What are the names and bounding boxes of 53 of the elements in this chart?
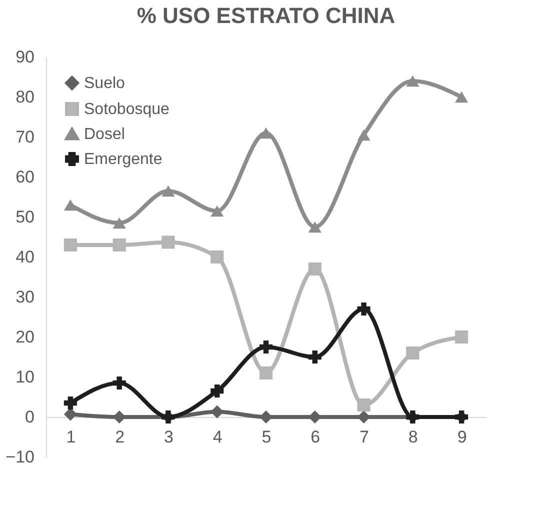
point bbox=[455, 330, 468, 344]
x-tick-label: 5 bbox=[262, 428, 272, 446]
point bbox=[259, 340, 273, 354]
point bbox=[64, 408, 77, 421]
legend-label: Dosel bbox=[84, 126, 125, 143]
point bbox=[162, 236, 175, 249]
y-tick-label: 50 bbox=[16, 208, 34, 226]
x-tick-label: 9 bbox=[457, 428, 467, 446]
point bbox=[112, 217, 126, 229]
legend-label: Suelo bbox=[84, 75, 126, 92]
y-tick-label: 40 bbox=[16, 248, 34, 266]
point bbox=[308, 221, 322, 233]
legend-label: Sotobosque bbox=[84, 101, 170, 118]
point bbox=[259, 127, 273, 139]
chart-title: % USO ESTRATO CHINA bbox=[136, 3, 396, 28]
point bbox=[357, 410, 370, 424]
point bbox=[210, 405, 224, 418]
point bbox=[210, 384, 224, 398]
point bbox=[406, 75, 420, 87]
x-tick-label: 1 bbox=[66, 428, 76, 446]
x-tick-label: 7 bbox=[360, 428, 370, 446]
point bbox=[357, 302, 370, 316]
point bbox=[112, 410, 126, 424]
point bbox=[64, 199, 77, 211]
point bbox=[259, 366, 273, 380]
point bbox=[162, 185, 175, 197]
point bbox=[64, 396, 77, 410]
point bbox=[455, 91, 468, 103]
point bbox=[210, 205, 224, 217]
point bbox=[406, 346, 420, 360]
y-tick-label: 10 bbox=[16, 368, 34, 386]
point bbox=[308, 350, 322, 364]
point bbox=[64, 238, 77, 252]
y-tick-label: −10 bbox=[6, 448, 34, 466]
point bbox=[308, 262, 322, 276]
x-tick-label: 2 bbox=[115, 428, 125, 446]
point bbox=[210, 250, 224, 264]
y-tick-label: 20 bbox=[16, 328, 34, 346]
x-tick-label: 6 bbox=[310, 428, 320, 446]
point bbox=[112, 238, 126, 252]
y-tick-label: 70 bbox=[16, 128, 34, 146]
y-tick-label: 80 bbox=[16, 88, 34, 106]
x-tick-label: 4 bbox=[212, 428, 222, 446]
point bbox=[357, 129, 370, 141]
x-tick-label: 3 bbox=[164, 428, 174, 446]
legend-label: Emergente bbox=[84, 151, 162, 168]
y-tick-label: 0 bbox=[25, 408, 34, 426]
y-tick-label: 90 bbox=[16, 48, 34, 66]
point bbox=[357, 398, 370, 412]
y-tick-label: 30 bbox=[16, 288, 34, 306]
x-tick-label: 8 bbox=[408, 428, 418, 446]
y-tick-label: 60 bbox=[16, 168, 34, 186]
point bbox=[112, 376, 126, 390]
